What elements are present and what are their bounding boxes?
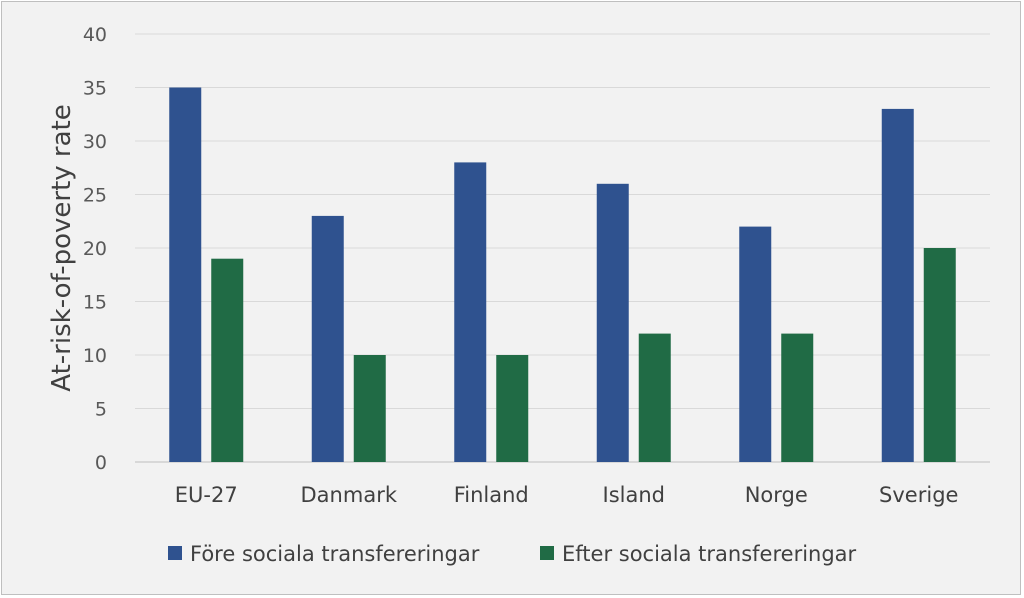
category-label: Island — [603, 483, 665, 507]
y-tick-label: 35 — [83, 78, 107, 100]
bar-fore-island — [596, 183, 629, 463]
category-label: Sverige — [879, 483, 958, 507]
y-tick-label: 15 — [83, 292, 107, 314]
y-tick-label: 20 — [83, 238, 107, 260]
bar-efter-finland — [496, 355, 529, 462]
bar-fore-eu-27 — [169, 87, 202, 462]
legend-swatch — [540, 546, 554, 560]
y-tick-label: 30 — [83, 131, 107, 153]
y-tick-label: 10 — [83, 345, 107, 367]
legend-swatch — [168, 546, 182, 560]
y-tick-label: 25 — [83, 185, 107, 207]
legend-label: Efter sociala transfereringar — [562, 542, 857, 566]
bar-efter-norge — [781, 333, 814, 462]
y-tick-labels: 0 5 10 15 20 25 30 35 40 — [83, 24, 107, 474]
bar-fore-norge — [739, 226, 772, 462]
bar-fore-sverige — [881, 108, 914, 463]
legend: Före sociala transfereringar Efter social… — [168, 542, 857, 566]
gridlines — [135, 33, 990, 463]
y-tick-label: 0 — [95, 452, 107, 474]
category-label: Norge — [745, 483, 808, 507]
y-tick-label: 40 — [83, 24, 107, 46]
category-labels: EU-27 Danmark Finland Island Norge Sverige — [175, 483, 959, 507]
y-tick-label: 5 — [95, 399, 107, 421]
category-label: Danmark — [301, 483, 398, 507]
category-label: EU-27 — [175, 483, 238, 507]
y-axis-title: At-risk-of-poverty rate — [47, 104, 77, 391]
bar-fore-danmark — [311, 215, 344, 462]
bar-efter-sverige — [923, 248, 956, 462]
bar-efter-island — [638, 333, 671, 462]
bars — [169, 87, 956, 463]
bar-efter-danmark — [353, 355, 386, 462]
bar-efter-eu-27 — [211, 258, 244, 462]
legend-label: Före sociala transfereringar — [190, 542, 480, 566]
category-label: Finland — [454, 483, 529, 507]
bar-fore-finland — [454, 162, 487, 462]
